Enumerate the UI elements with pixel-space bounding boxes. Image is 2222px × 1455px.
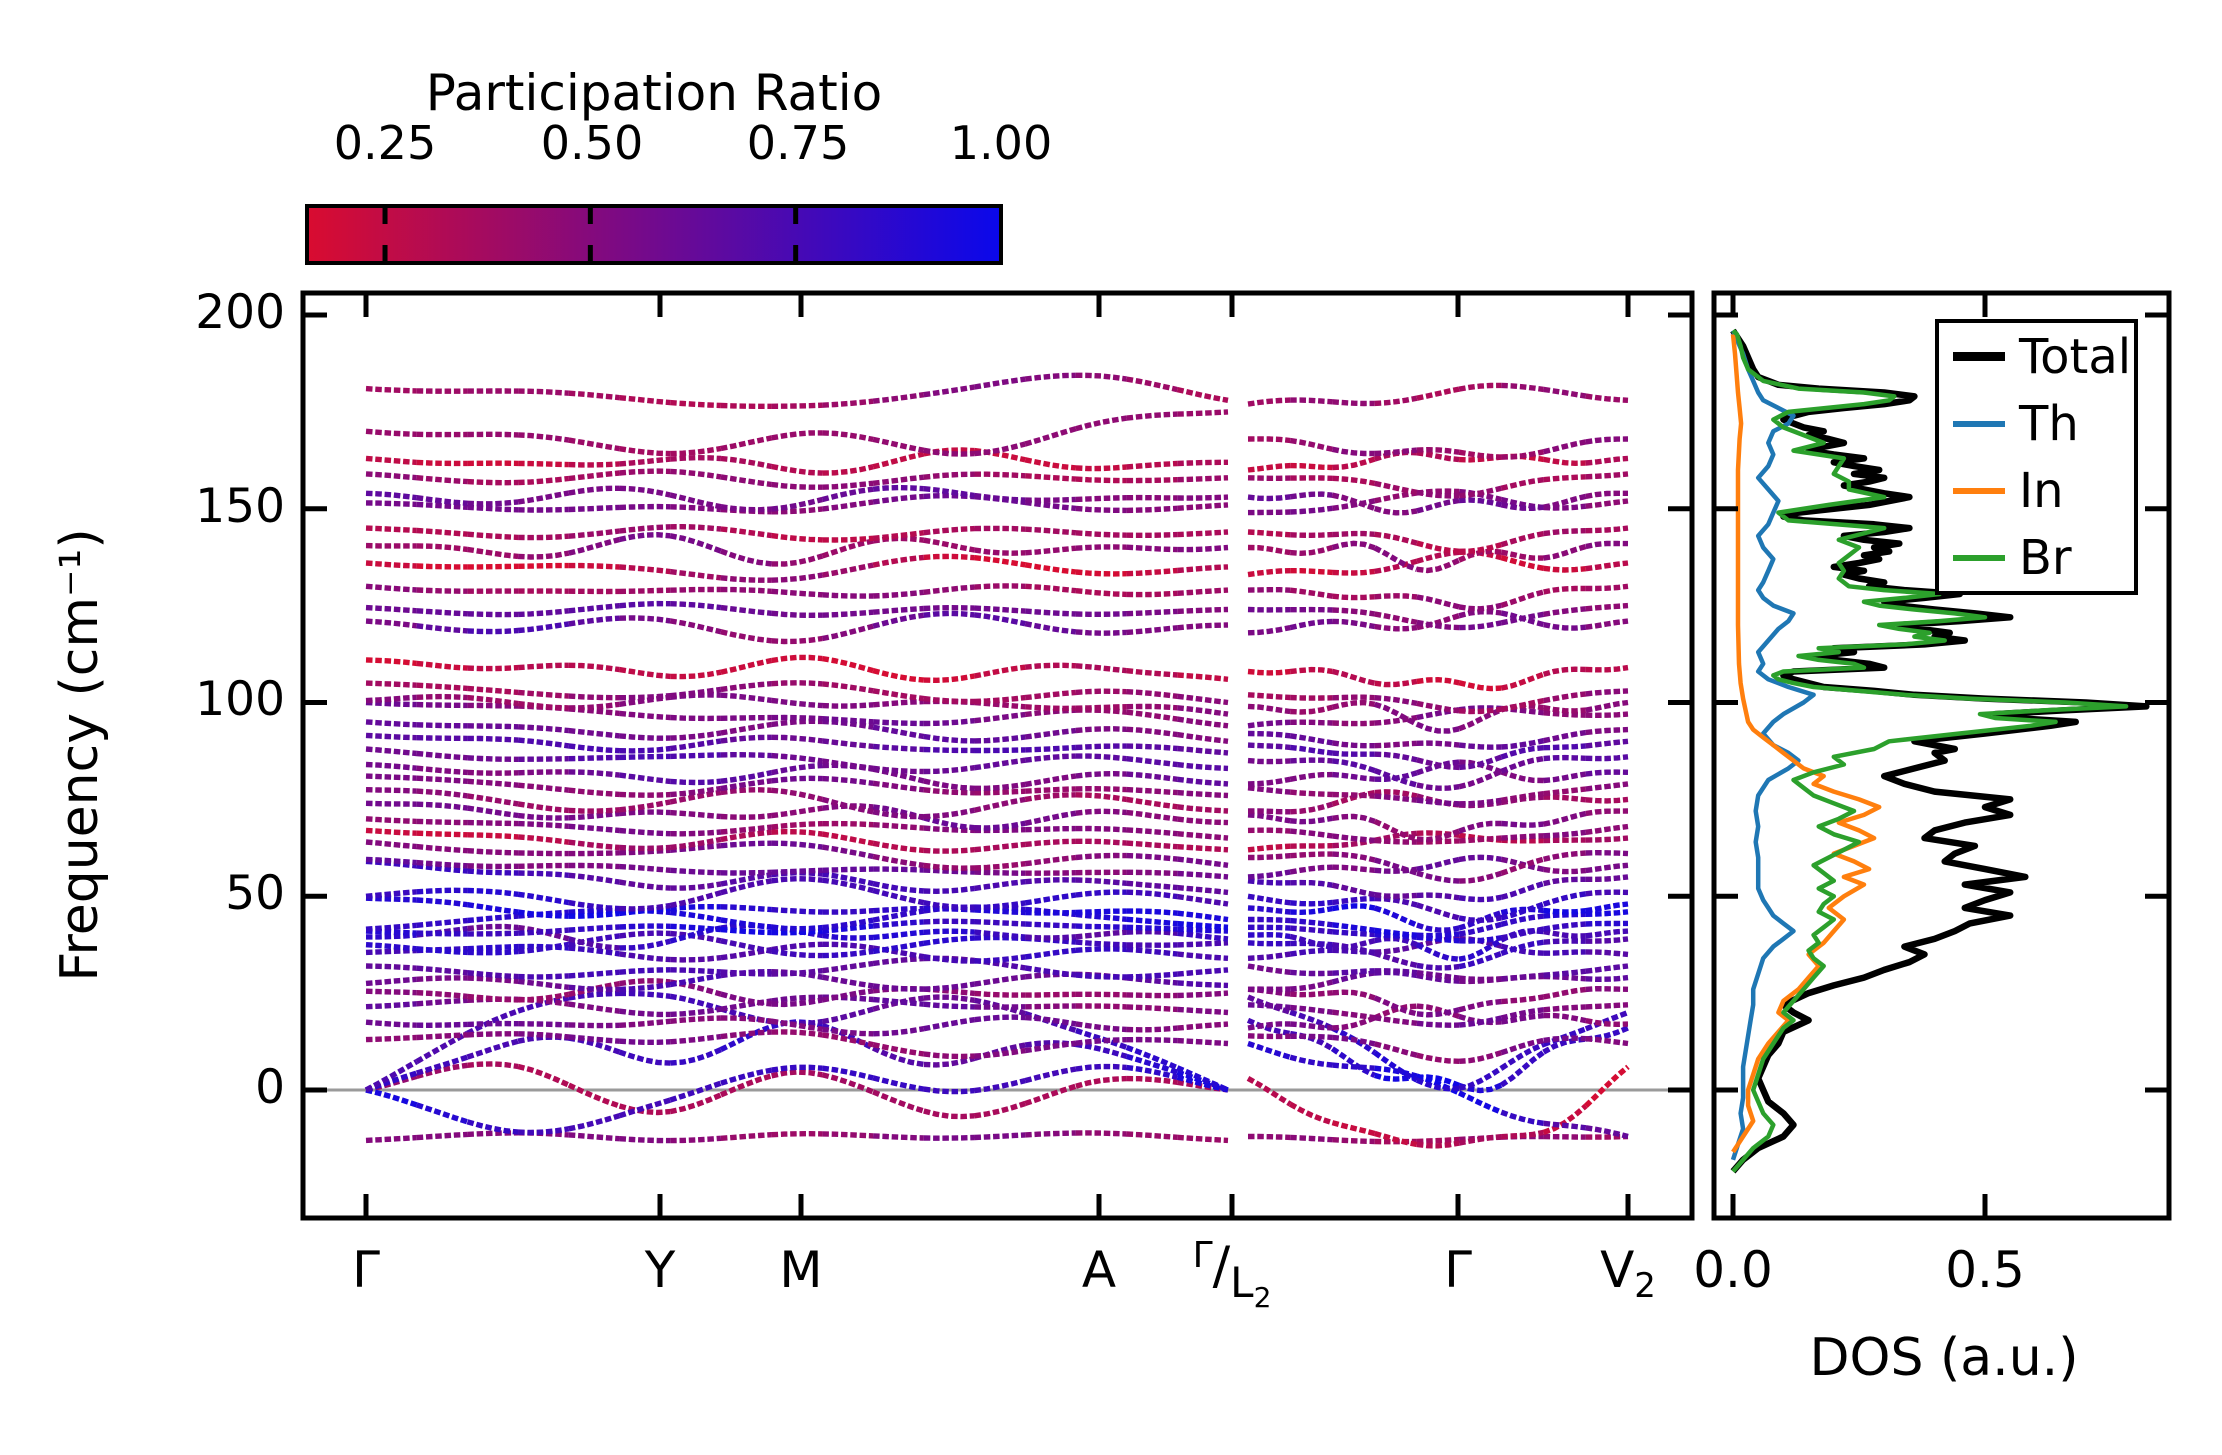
legend-item-total: Total [1953, 329, 2134, 385]
legend-swatch-th [1953, 420, 2005, 427]
kpoint-label-gamma2: Γ [1444, 1241, 1472, 1299]
legend-item-in: In [1953, 463, 2134, 519]
dos-tick-label: 0.5 [1945, 1241, 2025, 1299]
y-tick-label: 200 [195, 285, 285, 340]
y-tick-label: 50 [225, 866, 285, 921]
y-tick-label: 100 [195, 672, 285, 727]
legend-item-br: Br [1953, 530, 2134, 586]
kpoint-label-m: M [779, 1241, 823, 1299]
legend-swatch-br [1953, 554, 2005, 561]
y-tick-label: 150 [195, 479, 285, 534]
colorbar-tick-label: 0.75 [746, 116, 850, 170]
dos-tick-label: 0.0 [1693, 1241, 1773, 1299]
legend-item-th: Th [1953, 396, 2134, 452]
dos-axis-label: DOS (a.u.) [1809, 1328, 2079, 1388]
kpoint-label-gamma-l2: Γ/L2 [1192, 1235, 1272, 1314]
y-axis-label: Frequency (cm⁻¹) [50, 528, 110, 982]
legend-swatch-in [1953, 487, 2005, 494]
kpoint-label-v2: V2 [1600, 1241, 1656, 1306]
kpoint-label-gamma: Γ [352, 1241, 380, 1299]
legend-swatch-total [1953, 352, 2005, 361]
colorbar-tick-label: 0.50 [540, 116, 644, 170]
kpoint-label-y: Y [644, 1241, 676, 1299]
colorbar-tick-label: 1.00 [949, 116, 1053, 170]
colorbar-tick-label: 0.25 [333, 116, 437, 170]
dos-legend: Total Th In Br [1935, 319, 2138, 595]
colorbar-title: Participation Ratio [425, 64, 883, 122]
y-tick-label: 0 [255, 1060, 285, 1115]
kpoint-label-a: A [1081, 1241, 1117, 1299]
